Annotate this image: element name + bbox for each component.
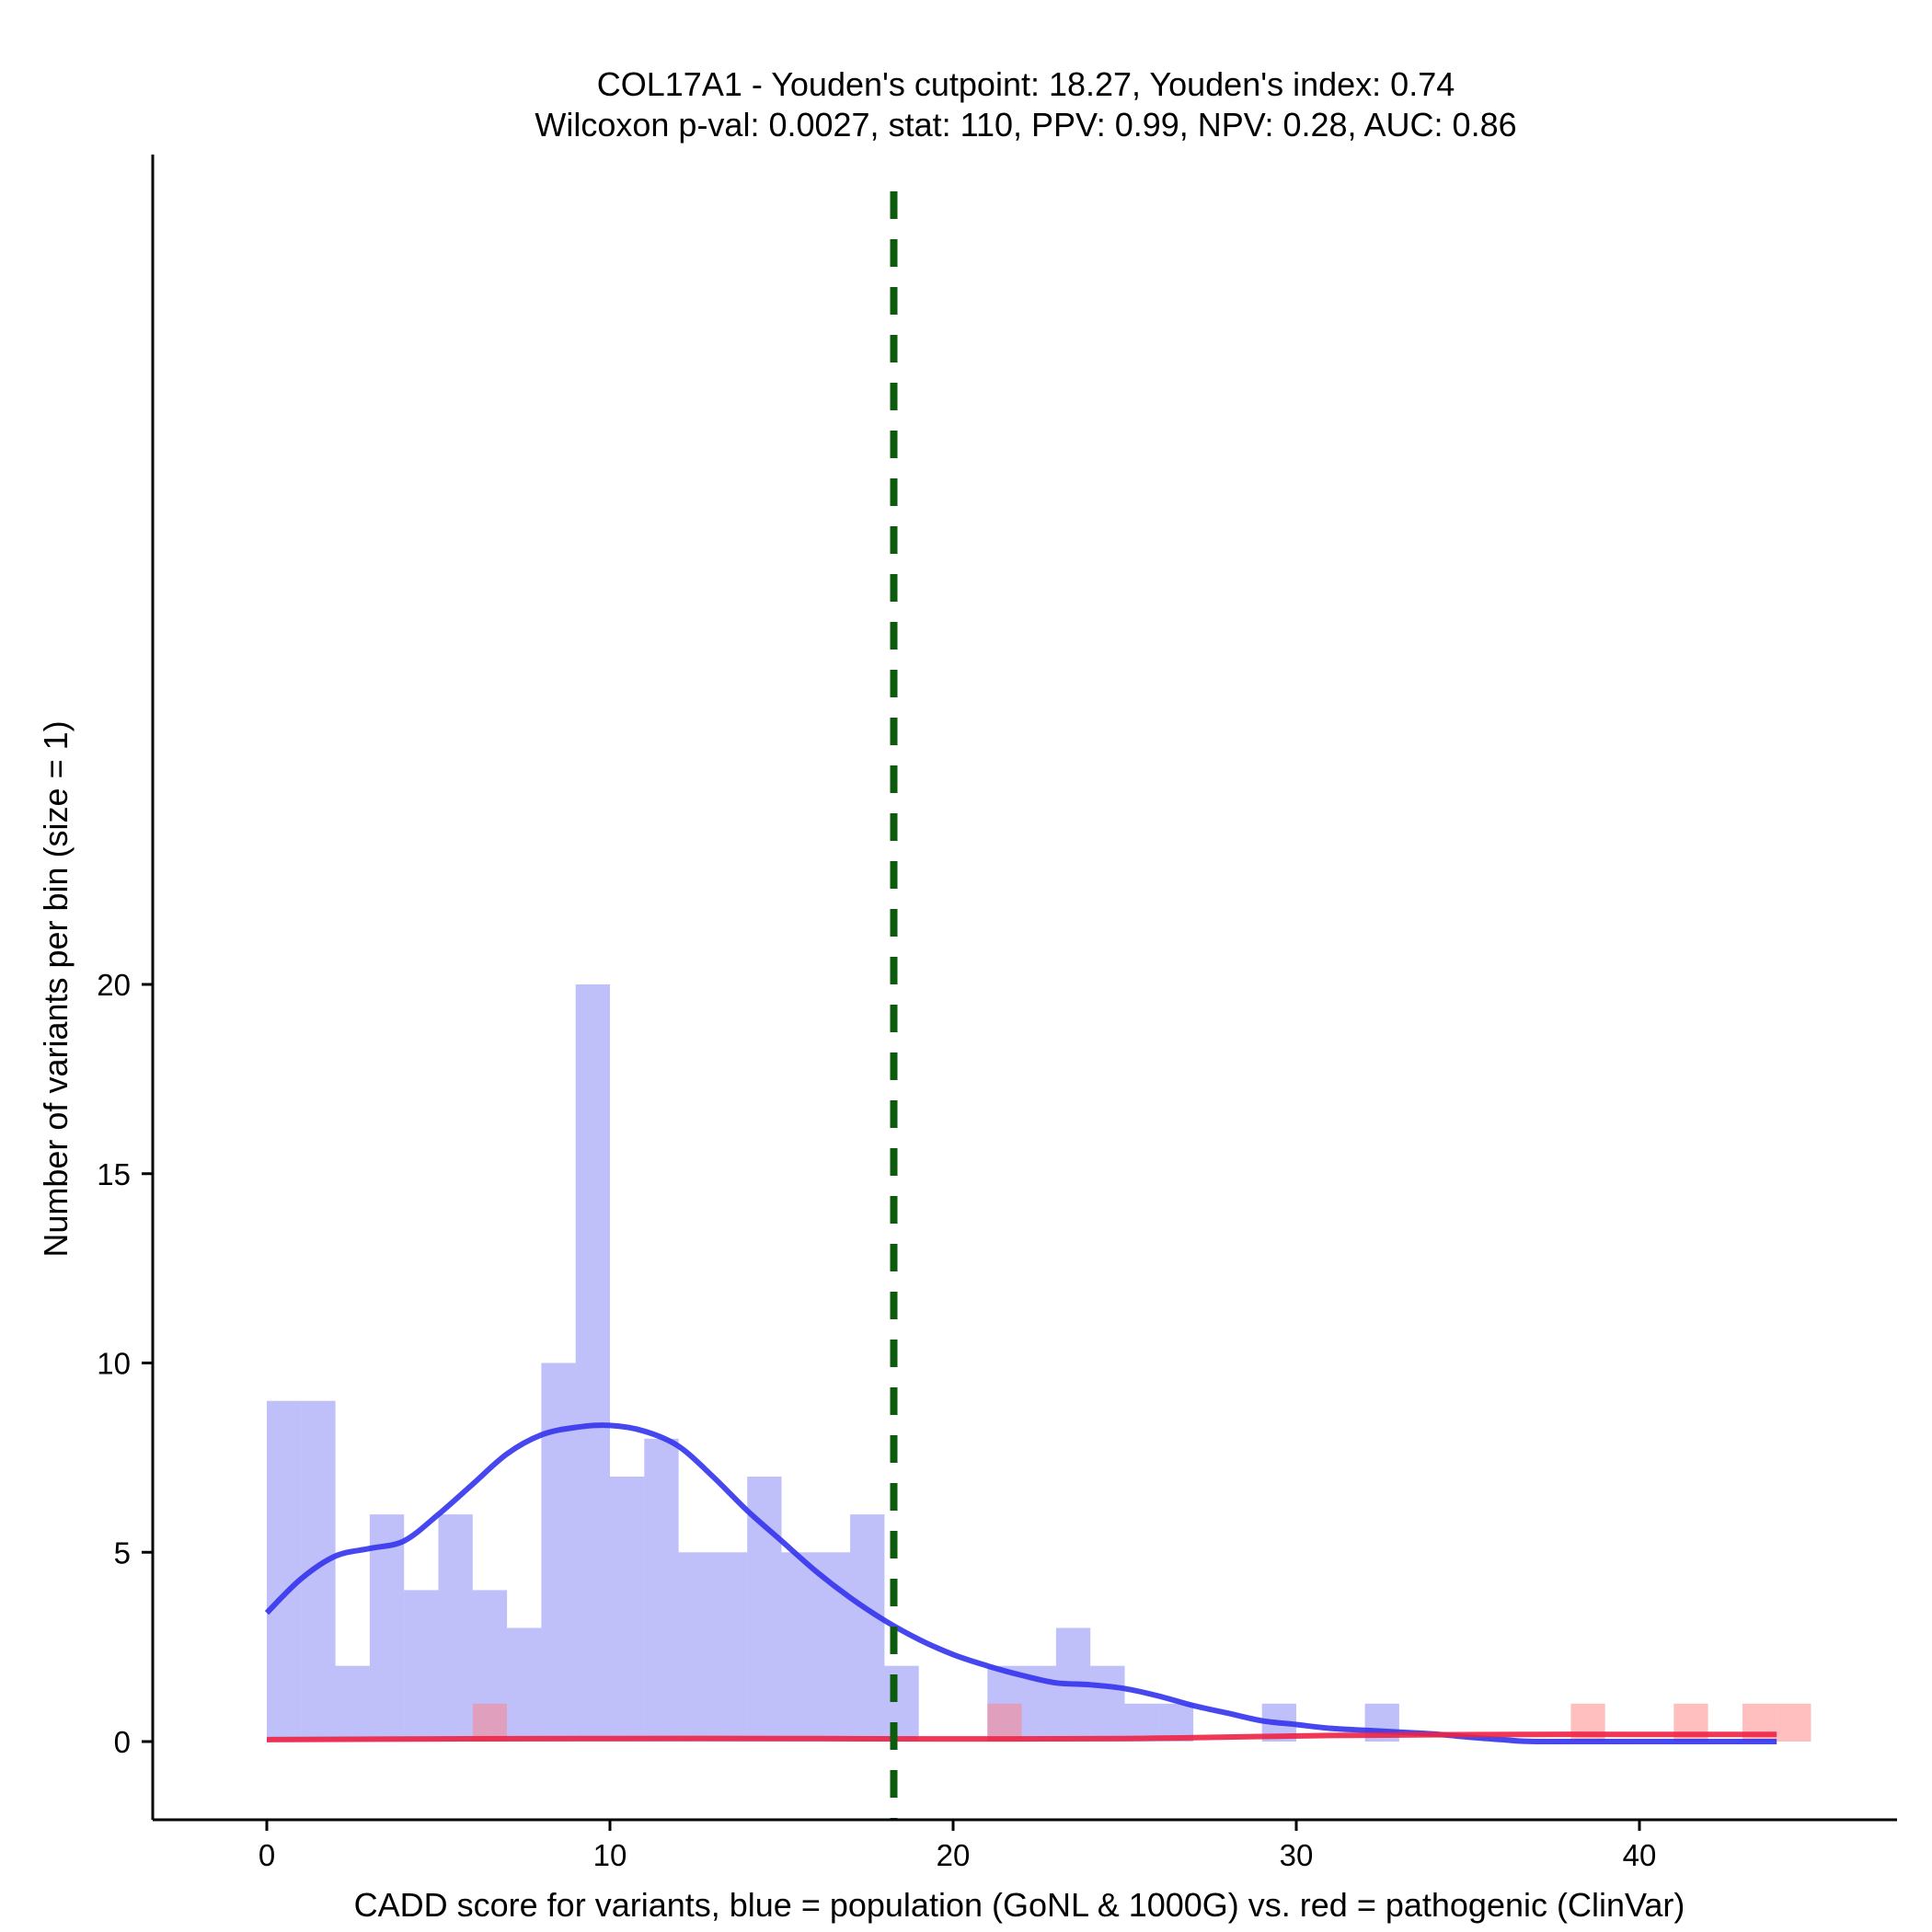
pathogenic-bar-21 — [987, 1703, 1022, 1742]
pathogenic-bar-44 — [1777, 1703, 1811, 1742]
pathogenic-bar-6 — [472, 1703, 508, 1742]
population-bar-17 — [850, 1514, 885, 1742]
population-bar-3 — [369, 1514, 405, 1742]
x-tick-label-30: 30 — [1280, 1838, 1314, 1872]
population-bar-14 — [747, 1477, 782, 1742]
population-bar-13 — [712, 1552, 748, 1742]
bars-layer — [267, 984, 1811, 1742]
y-tick-label-0: 0 — [114, 1725, 131, 1759]
x-axis-label: CADD score for variants, blue = populati… — [354, 1886, 1685, 1924]
x-tick-label-10: 10 — [593, 1838, 627, 1872]
y-tick-label-20: 20 — [97, 968, 131, 1002]
population-bar-8 — [541, 1363, 576, 1742]
population-bar-24 — [1090, 1665, 1125, 1742]
pathogenic-density-line — [266, 1731, 1777, 1742]
y-tick-label-10: 10 — [97, 1347, 131, 1381]
y-ticks: 0 5 10 15 20 — [97, 968, 153, 1759]
population-bar-16 — [815, 1552, 851, 1742]
chart-title-line2: Wilcoxon p-val: 0.0027, stat: 110, PPV: … — [535, 106, 1516, 144]
population-bar-11 — [644, 1438, 679, 1742]
y-tick-label-15: 15 — [97, 1157, 131, 1191]
population-bar-5 — [438, 1514, 473, 1742]
population-bar-2 — [335, 1665, 370, 1742]
x-tick-label-0: 0 — [259, 1838, 275, 1872]
population-bar-15 — [781, 1552, 816, 1742]
density-layer — [264, 1422, 1777, 1745]
population-bar-7 — [507, 1627, 542, 1742]
population-bar-18 — [884, 1665, 919, 1742]
x-tick-label-20: 20 — [937, 1838, 971, 1872]
population-bar-10 — [610, 1477, 645, 1742]
population-bar-0 — [267, 1400, 302, 1742]
x-ticks: 0 10 20 30 40 — [259, 1820, 1657, 1872]
population-bar-25 — [1124, 1703, 1159, 1742]
y-tick-label-5: 5 — [114, 1535, 131, 1570]
x-tick-label-40: 40 — [1623, 1838, 1657, 1872]
population-bar-9 — [575, 984, 610, 1742]
chart-title-line1: COL17A1 - Youden's cutpoint: 18.27, Youd… — [597, 65, 1455, 103]
population-bar-12 — [678, 1552, 713, 1742]
population-bar-4 — [404, 1590, 439, 1742]
y-axis-label: Number of variants per bin (size = 1) — [37, 720, 75, 1257]
